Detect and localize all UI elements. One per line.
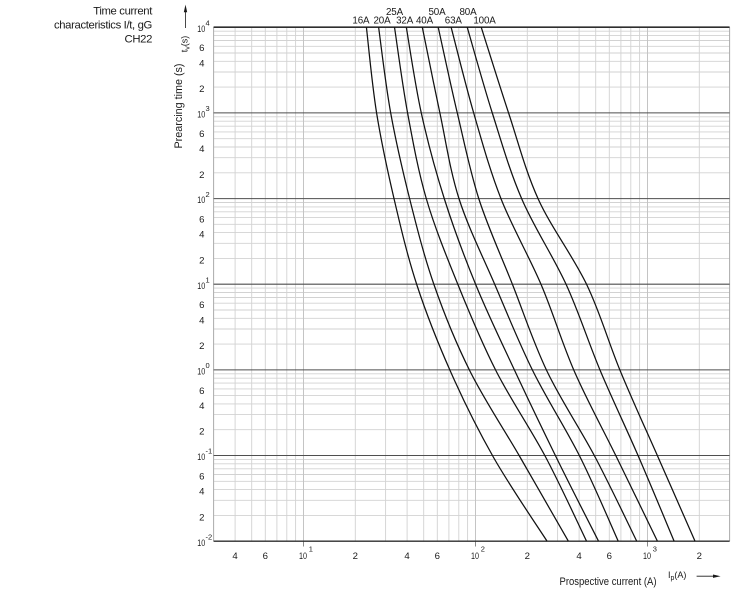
- svg-text:4: 4: [404, 551, 410, 562]
- svg-text:2: 2: [199, 427, 204, 438]
- svg-text:3: 3: [206, 104, 210, 113]
- svg-text:10: 10: [197, 195, 205, 206]
- svg-text:2: 2: [199, 512, 204, 523]
- svg-text:2: 2: [353, 551, 358, 562]
- svg-text:4: 4: [232, 551, 238, 562]
- svg-text:Prospective current (A): Prospective current (A): [560, 576, 657, 588]
- svg-text:4: 4: [199, 144, 205, 155]
- svg-text:0: 0: [206, 361, 210, 370]
- svg-text:40A: 40A: [416, 16, 434, 27]
- svg-text:2: 2: [525, 551, 530, 562]
- svg-text:-2: -2: [206, 532, 213, 541]
- svg-text:4: 4: [199, 487, 205, 498]
- svg-text:2: 2: [481, 545, 485, 554]
- svg-text:63A: 63A: [445, 16, 463, 27]
- svg-text:80A: 80A: [460, 7, 478, 18]
- svg-text:10: 10: [197, 24, 205, 35]
- svg-text:4: 4: [199, 401, 205, 412]
- svg-text:-1: -1: [206, 447, 213, 456]
- svg-text:2: 2: [199, 84, 204, 95]
- svg-text:6: 6: [263, 551, 268, 562]
- svg-text:6: 6: [199, 386, 204, 397]
- svg-text:6: 6: [435, 551, 440, 562]
- svg-text:6: 6: [199, 215, 204, 226]
- svg-text:3: 3: [653, 545, 657, 554]
- svg-text:10: 10: [197, 110, 205, 121]
- svg-text:10: 10: [197, 281, 205, 292]
- svg-text:10: 10: [471, 551, 479, 562]
- svg-text:4: 4: [206, 18, 210, 27]
- svg-text:6: 6: [199, 472, 204, 483]
- svg-text:Prearcing time (s): Prearcing time (s): [173, 63, 185, 148]
- svg-text:10: 10: [197, 538, 205, 549]
- svg-text:2: 2: [199, 255, 204, 266]
- svg-text:6: 6: [199, 129, 204, 140]
- svg-text:100A: 100A: [473, 16, 496, 27]
- svg-text:1: 1: [206, 275, 210, 284]
- svg-text:10: 10: [299, 551, 307, 562]
- svg-text:10: 10: [197, 452, 205, 463]
- svg-text:20A: 20A: [374, 16, 392, 27]
- svg-text:6: 6: [607, 551, 612, 562]
- svg-text:4: 4: [199, 58, 205, 69]
- svg-text:2: 2: [697, 551, 702, 562]
- svg-text:2: 2: [206, 190, 210, 199]
- svg-text:10: 10: [197, 367, 205, 378]
- svg-text:6: 6: [199, 43, 204, 54]
- svg-text:tv(s): tv(s): [180, 36, 192, 53]
- svg-text:10: 10: [643, 551, 651, 562]
- svg-text:4: 4: [576, 551, 582, 562]
- svg-text:6: 6: [199, 300, 204, 311]
- svg-text:4: 4: [199, 315, 205, 326]
- svg-text:2: 2: [199, 341, 204, 352]
- svg-text:32A: 32A: [396, 16, 414, 27]
- svg-text:25A: 25A: [386, 7, 404, 18]
- svg-text:4: 4: [199, 230, 205, 241]
- svg-text:16A: 16A: [352, 16, 370, 27]
- svg-text:2: 2: [199, 170, 204, 181]
- svg-text:50A: 50A: [429, 7, 447, 18]
- svg-text:1: 1: [309, 545, 313, 554]
